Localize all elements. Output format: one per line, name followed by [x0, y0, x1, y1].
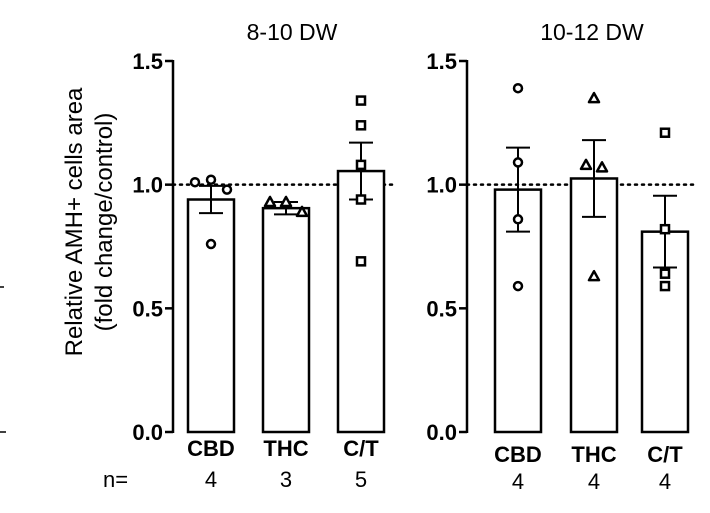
- y-tick-label: 0.5: [426, 296, 457, 321]
- category-label: THC: [571, 442, 616, 467]
- data-point: [355, 95, 367, 106]
- n-label: n=: [103, 467, 128, 492]
- data-point: [189, 176, 201, 188]
- data-point: [279, 195, 293, 208]
- data-point: [295, 205, 309, 218]
- bar-cbd: [186, 198, 236, 434]
- y-tick-label: 1.5: [132, 49, 163, 74]
- n-value: 4: [588, 469, 600, 494]
- data-point: [512, 157, 524, 168]
- category-label: C/T: [647, 442, 683, 467]
- chart-panel-1: 8-10 DW 0.0 0.5 1.0 1.5 CBD 4 THC 3 C/T 5: [132, 19, 394, 492]
- data-point: [512, 280, 524, 292]
- category-label: CBD: [187, 436, 235, 461]
- data-point: [579, 158, 593, 171]
- data-point: [587, 91, 601, 104]
- category-label: CBD: [494, 442, 542, 467]
- n-value: 5: [355, 467, 367, 492]
- y-axis-label: Relative AMH+ cells area: [61, 87, 88, 356]
- category-label: THC: [263, 436, 308, 461]
- bar-thc: [261, 206, 311, 434]
- y-tick-label: 0.0: [132, 420, 163, 445]
- y-tick-label: 0.0: [426, 420, 457, 445]
- data-point: [659, 127, 671, 138]
- n-value: 3: [280, 467, 292, 492]
- y-tick-label: 1.5: [426, 49, 457, 74]
- data-point: [205, 238, 217, 250]
- bar-cbd: [493, 188, 543, 434]
- chart-title: 8-10 DW: [247, 19, 338, 45]
- n-value: 4: [205, 467, 217, 492]
- bar-ct: [336, 169, 386, 434]
- category-label: C/T: [343, 436, 379, 461]
- y-axis-label-sub: (fold change/control): [91, 113, 118, 332]
- y-tick-label: 1.0: [426, 173, 457, 198]
- data-point: [659, 268, 671, 279]
- data-point: [355, 194, 367, 205]
- data-point: [355, 120, 367, 131]
- data-point: [587, 269, 601, 282]
- n-value: 4: [659, 469, 671, 494]
- data-point: [512, 82, 524, 94]
- data-point: [659, 280, 671, 292]
- data-point: [355, 256, 367, 267]
- data-point: [659, 223, 671, 235]
- y-tick-label: 1.0: [132, 173, 163, 198]
- chart-title: 10-12 DW: [540, 19, 644, 45]
- data-point: [512, 214, 524, 225]
- bar-thc: [569, 177, 619, 434]
- n-value: 4: [512, 469, 524, 494]
- data-point: [595, 161, 609, 173]
- data-point: [263, 195, 277, 208]
- data-point: [205, 174, 217, 185]
- y-tick-label: 0.5: [132, 296, 163, 321]
- data-point: [221, 184, 233, 195]
- data-point: [355, 159, 367, 171]
